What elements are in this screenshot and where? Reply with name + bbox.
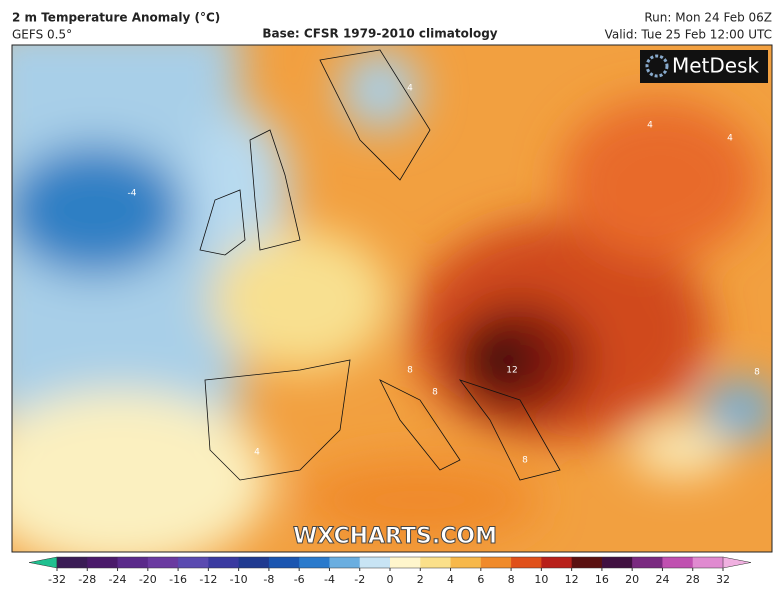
colorbar-segment bbox=[541, 557, 573, 568]
colorbar-tick-label: 6 bbox=[477, 573, 484, 586]
colorbar-tick-label: 28 bbox=[686, 573, 700, 586]
watermark: WXCHARTS.COM bbox=[293, 524, 497, 549]
colorbar: -32 -28 -24 -20 -16 -12 -10 -8 -6 -4 -2 0 2 4 6 8 10 12 16… bbox=[28, 556, 752, 586]
colorbar-low-arrow bbox=[28, 556, 58, 569]
contour-label: 12 bbox=[506, 366, 517, 376]
colorbar-tick-label: -2 bbox=[354, 573, 365, 586]
model: GEFS 0.5° bbox=[12, 28, 72, 42]
colorbar-segment bbox=[692, 557, 724, 568]
colorbar-segment bbox=[299, 557, 330, 568]
colorbar-tick-label: 24 bbox=[655, 573, 669, 586]
colorbar-segment bbox=[662, 557, 694, 568]
contour-label: 4 bbox=[727, 134, 733, 144]
contour-label: 8 bbox=[407, 366, 413, 376]
colorbar-segment bbox=[601, 557, 633, 568]
base: Base: CFSR 1979-2010 climatology bbox=[262, 27, 497, 41]
colorbar-tick-label: 4 bbox=[447, 573, 454, 586]
colorbar-tick-label: -32 bbox=[48, 573, 66, 586]
colorbar-tick-label: -16 bbox=[169, 573, 187, 586]
colorbar-tick-label: 20 bbox=[625, 573, 639, 586]
colorbar-segment bbox=[390, 557, 421, 568]
colorbar-segment bbox=[420, 557, 452, 568]
colorbar-tick-label: -8 bbox=[263, 573, 274, 586]
colorbar-segment bbox=[57, 557, 88, 568]
colorbar-segment bbox=[359, 557, 391, 568]
colorbar-segment bbox=[329, 557, 361, 568]
contour-label: 8 bbox=[754, 368, 760, 378]
contour-label: 4 bbox=[407, 84, 413, 94]
colorbar-segment bbox=[117, 557, 149, 568]
colorbar-tick-label: -28 bbox=[78, 573, 96, 586]
logo: MetDesk bbox=[672, 54, 760, 78]
colorbar-tick-label: -6 bbox=[294, 573, 305, 586]
colorbar-tick-label: -12 bbox=[199, 573, 217, 586]
colorbar-segment bbox=[178, 557, 209, 568]
contour-label: -4 bbox=[128, 189, 137, 199]
contour-label: 8 bbox=[432, 388, 438, 398]
contour-label: 4 bbox=[647, 121, 653, 131]
colorbar-tick-label: -24 bbox=[109, 573, 127, 586]
colorbar-segment bbox=[268, 557, 300, 568]
colorbar-tick-label: 12 bbox=[565, 573, 579, 586]
colorbar-segment bbox=[511, 557, 542, 568]
colorbar-tick-label: 10 bbox=[534, 573, 548, 586]
colorbar-segment bbox=[632, 557, 663, 568]
map: -4 4 4 4 8 8 8 12 8 4 bbox=[12, 45, 772, 552]
colorbar-tick-label: 8 bbox=[508, 573, 515, 586]
valid: Valid: Tue 25 Feb 12:00 UTC bbox=[605, 28, 772, 42]
colorbar-segment bbox=[450, 557, 482, 568]
colorbar-segment bbox=[208, 557, 240, 568]
colorbar-tick-label: 32 bbox=[716, 573, 730, 586]
title: 2 m Temperature Anomaly (°C) bbox=[12, 11, 220, 25]
contour-label: 4 bbox=[254, 448, 260, 458]
contour-label: 8 bbox=[522, 456, 528, 466]
contour-labels: -4 4 4 4 8 8 8 12 8 4 bbox=[128, 84, 761, 466]
colorbar-segment bbox=[87, 557, 119, 568]
colorbar-tick-label: 2 bbox=[417, 573, 424, 586]
map-frame bbox=[11, 44, 773, 553]
colorbar-high-arrow bbox=[722, 556, 752, 569]
colorbar-tick-label: -10 bbox=[230, 573, 248, 586]
colorbar-tick-label: 16 bbox=[595, 573, 609, 586]
colorbar-tick-label: -4 bbox=[324, 573, 335, 586]
colorbar-segment bbox=[147, 557, 179, 568]
colorbar-tick-label: -20 bbox=[139, 573, 157, 586]
colorbar-tick-label: 0 bbox=[387, 573, 394, 586]
run: Run: Mon 24 Feb 06Z bbox=[644, 11, 772, 25]
logo-icon bbox=[645, 54, 669, 78]
colorbar-segment bbox=[571, 557, 603, 568]
colorbar-segment bbox=[480, 557, 512, 568]
colorbar-segment bbox=[238, 557, 270, 568]
